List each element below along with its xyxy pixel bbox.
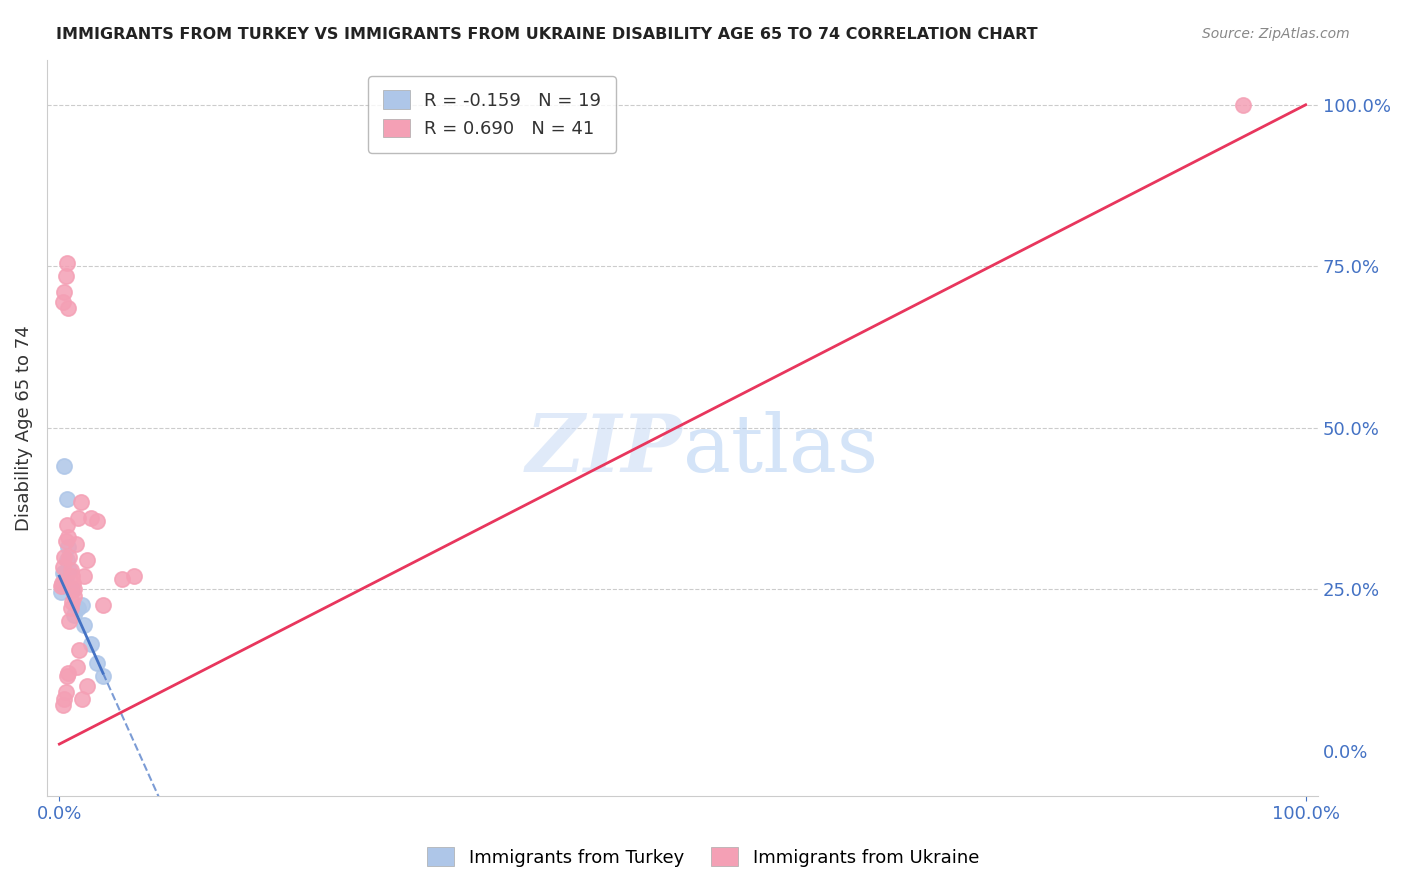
Point [63, 607, 86, 622]
Point [63, 582, 86, 596]
Point [70, 692, 93, 706]
Text: Source: ZipAtlas.com: Source: ZipAtlas.com [1202, 27, 1350, 41]
Point [52, 698, 75, 713]
Point [56, 517, 79, 532]
Point [79, 511, 101, 525]
Text: IMMIGRANTS FROM TURKEY VS IMMIGRANTS FROM UKRAINE DISABILITY AGE 65 TO 74 CORREL: IMMIGRANTS FROM TURKEY VS IMMIGRANTS FRO… [56, 27, 1038, 42]
Text: ZIP: ZIP [526, 411, 682, 489]
Point [59, 601, 82, 615]
Point [52, 566, 75, 580]
Point [111, 573, 134, 587]
Point [69, 495, 91, 509]
Point [122, 569, 145, 583]
Point [60, 569, 83, 583]
Point [73, 617, 96, 632]
Point [59, 563, 82, 577]
Point [56, 256, 79, 270]
Point [1232, 97, 1254, 112]
Legend: R = -0.159   N = 19, R = 0.690   N = 41: R = -0.159 N = 19, R = 0.690 N = 41 [368, 76, 616, 153]
Point [56, 540, 79, 554]
Point [86, 514, 108, 528]
Point [55, 569, 77, 583]
Point [60, 583, 83, 598]
Point [73, 569, 96, 583]
Point [56, 669, 79, 683]
Point [91, 599, 114, 613]
Point [67, 511, 90, 525]
Point [79, 637, 101, 651]
Text: atlas: atlas [682, 410, 877, 489]
Point [53, 692, 76, 706]
Point [52, 559, 75, 574]
Point [66, 659, 89, 673]
Point [53, 459, 76, 474]
Point [76, 553, 98, 567]
Legend: Immigrants from Turkey, Immigrants from Ukraine: Immigrants from Turkey, Immigrants from … [420, 840, 986, 874]
Point [63, 589, 86, 603]
Point [49, 585, 72, 599]
Point [53, 549, 76, 564]
Point [91, 669, 114, 683]
Point [76, 679, 98, 693]
Point [52, 294, 75, 309]
Point [56, 666, 79, 681]
Point [51, 575, 73, 590]
Point [70, 599, 93, 613]
Point [56, 531, 79, 545]
Point [58, 549, 80, 564]
Point [56, 491, 79, 506]
Point [53, 566, 76, 580]
Point [62, 575, 84, 590]
Point [55, 268, 77, 283]
Point [51, 579, 73, 593]
Point [58, 563, 80, 577]
Y-axis label: Disability Age 65 to 74: Disability Age 65 to 74 [15, 325, 32, 531]
Point [58, 615, 80, 629]
Point [67, 601, 90, 615]
Point [55, 533, 77, 548]
Point [60, 595, 83, 609]
Point [59, 581, 82, 595]
Point [65, 537, 87, 551]
Point [56, 553, 79, 567]
Point [55, 685, 77, 699]
Point [67, 643, 90, 657]
Point [56, 301, 79, 316]
Point [86, 657, 108, 671]
Point [53, 285, 76, 299]
Point [49, 579, 72, 593]
